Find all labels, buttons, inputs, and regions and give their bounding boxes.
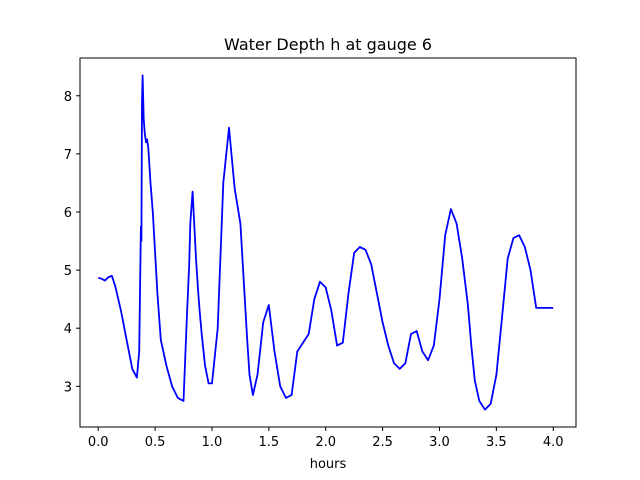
x-tick-label: 3.0 bbox=[429, 435, 450, 450]
y-tick-label: 4 bbox=[64, 322, 72, 337]
y-tick-label: 6 bbox=[64, 206, 72, 221]
x-tick-label: 2.0 bbox=[315, 435, 336, 450]
x-tick-label: 2.5 bbox=[372, 435, 393, 450]
plot-frame bbox=[79, 57, 577, 428]
x-tick-label: 1.5 bbox=[259, 435, 280, 450]
x-tick-label: 0.0 bbox=[88, 435, 109, 450]
x-axis-ticks: 0.0 0.5 1.0 1.5 2.0 2.5 3.0 3.5 4.0 bbox=[88, 427, 564, 450]
series-line-0 bbox=[97, 74, 554, 411]
x-tick-label: 3.5 bbox=[486, 435, 507, 450]
y-tick-label: 3 bbox=[64, 380, 72, 395]
x-tick-label: 4.0 bbox=[543, 435, 564, 450]
y-tick-label: 7 bbox=[64, 148, 72, 163]
y-tick-label: 8 bbox=[64, 90, 72, 105]
chart-title: Water Depth h at gauge 6 bbox=[224, 35, 432, 54]
y-tick-label: 5 bbox=[64, 264, 72, 279]
x-axis-label: hours bbox=[310, 457, 347, 472]
x-tick-label: 0.5 bbox=[145, 435, 166, 450]
x-tick-label: 1.0 bbox=[202, 435, 223, 450]
y-axis-ticks: 3 4 5 6 7 8 bbox=[64, 90, 80, 395]
plot-series-group bbox=[97, 74, 554, 411]
